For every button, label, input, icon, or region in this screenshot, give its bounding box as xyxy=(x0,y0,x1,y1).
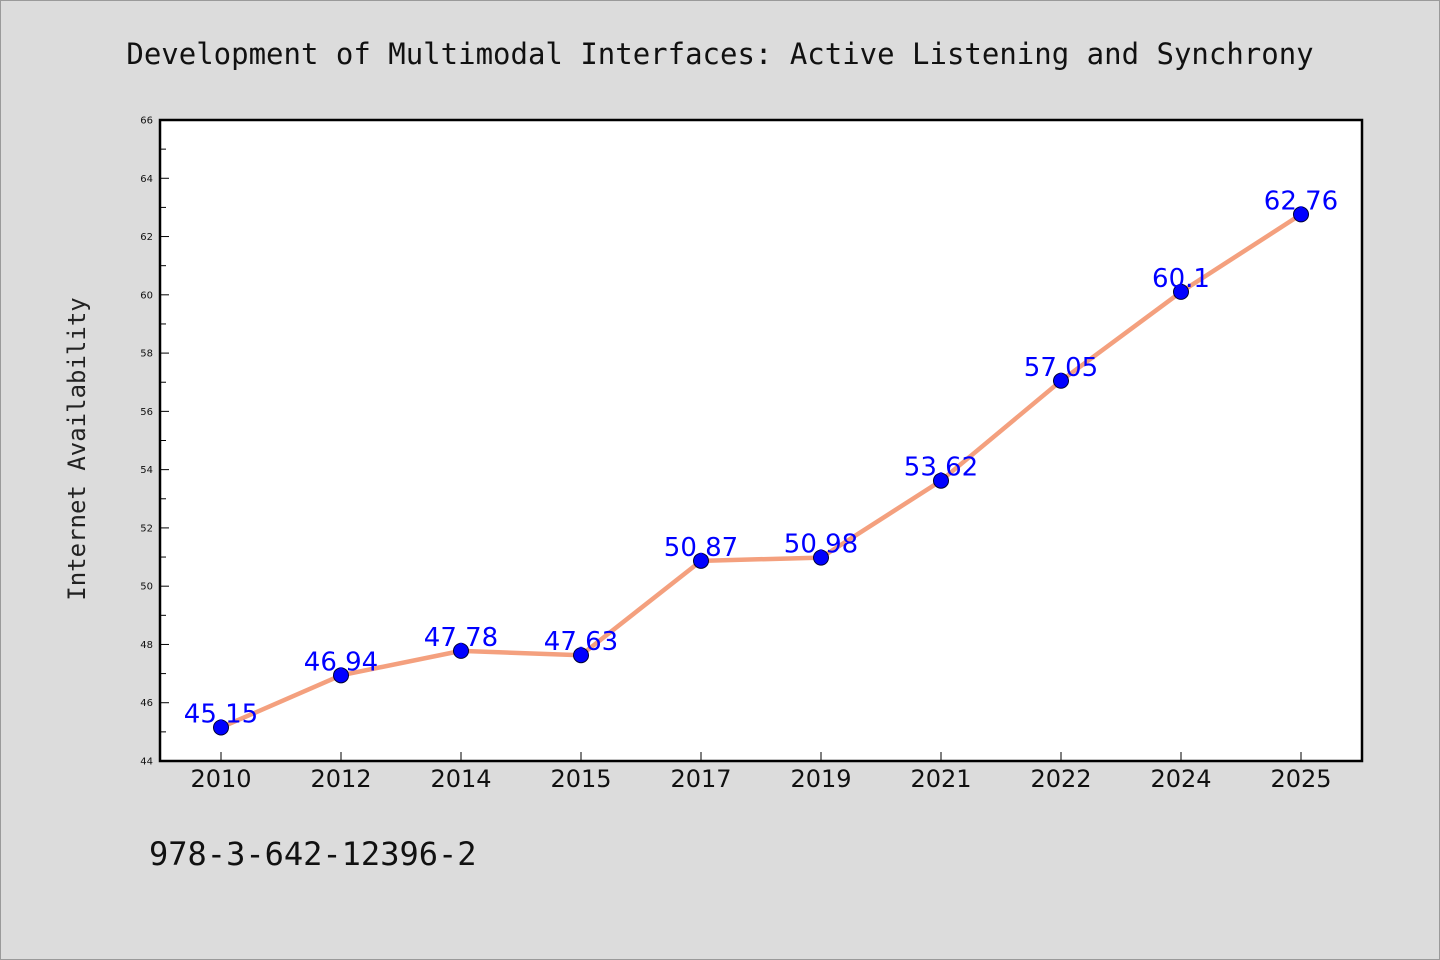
x-tick-label: 2021 xyxy=(910,765,971,793)
data-point-marker xyxy=(1293,206,1309,223)
data-point-marker xyxy=(333,667,349,684)
x-tick-label: 2024 xyxy=(1150,765,1211,793)
x-tick-label: 2015 xyxy=(550,765,611,793)
y-tick-label: 50 xyxy=(140,582,153,593)
data-label: 50.87 xyxy=(664,533,738,563)
y-tick-label: 54 xyxy=(140,465,153,476)
data-point-marker xyxy=(573,647,589,664)
data-point-marker xyxy=(813,549,829,566)
data-label: 47.78 xyxy=(424,623,498,653)
data-label: 46.94 xyxy=(304,647,378,677)
y-axis-ticks: 44 46 48 50 52 54 56 58 60 62 64 66 xyxy=(140,116,169,768)
y-tick-label: 52 xyxy=(140,523,153,534)
footnote-isbn: 978-3-642-12396-2 xyxy=(149,835,477,873)
x-tick-label: 2012 xyxy=(310,765,371,793)
y-tick-label: 48 xyxy=(140,640,153,651)
chart-title: Development of Multimodal Interfaces: Ac… xyxy=(126,37,1313,71)
data-label: 62.76 xyxy=(1264,186,1338,216)
x-tick-label: 2019 xyxy=(790,765,851,793)
data-point-marker xyxy=(213,719,229,736)
x-tick-label: 2010 xyxy=(190,765,251,793)
x-tick-label: 2017 xyxy=(670,765,731,793)
data-point-marker xyxy=(1053,372,1069,389)
y-tick-label: 58 xyxy=(140,349,153,360)
plot-frame xyxy=(158,118,1364,763)
plot-area xyxy=(160,120,1362,761)
data-point-marker xyxy=(933,472,949,489)
y-tick-label: 66 xyxy=(140,116,153,127)
data-label: 57.05 xyxy=(1024,353,1098,383)
y-tick-label: 62 xyxy=(140,232,153,243)
data-label: 50.98 xyxy=(784,530,858,560)
data-label: 53.62 xyxy=(904,453,978,483)
data-point-marker xyxy=(693,552,709,569)
x-tick-label: 2025 xyxy=(1270,765,1331,793)
data-label: 60.1 xyxy=(1152,264,1210,294)
y-tick-label: 44 xyxy=(140,757,153,768)
y-tick-label: 46 xyxy=(140,698,153,709)
y-tick-label: 64 xyxy=(140,174,153,185)
data-label: 47.63 xyxy=(544,627,618,657)
y-tick-label: 60 xyxy=(140,290,153,301)
x-tick-label: 2022 xyxy=(1030,765,1091,793)
y-tick-label: 56 xyxy=(140,407,153,418)
x-tick-label: 2014 xyxy=(430,765,491,793)
x-axis-ticks: 2010 2012 2014 2015 2017 2019 2021 2022 2024 2025 xyxy=(190,752,1332,793)
data-label: 45.15 xyxy=(184,699,258,729)
y-axis-label: Internet Availability xyxy=(63,297,91,600)
data-point-marker xyxy=(453,642,469,659)
series-line xyxy=(218,212,1304,730)
series-layer: 45.15 46.94 47.78 47.63 50.87 50.98 53.62 57.05… xyxy=(184,186,1338,736)
data-point-marker xyxy=(1173,283,1189,300)
